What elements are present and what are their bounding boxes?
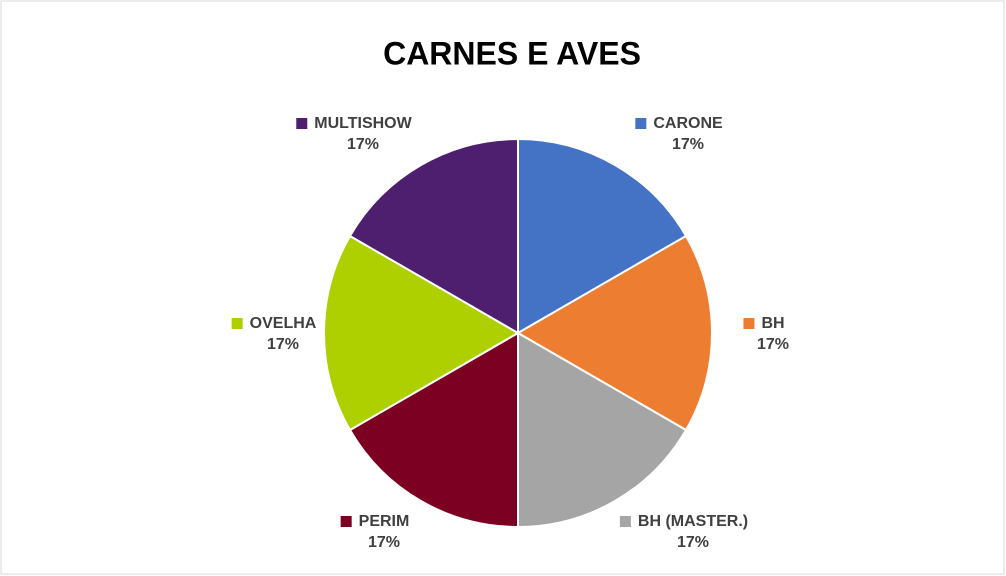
slice-label: BH <box>761 315 784 332</box>
legend-swatch <box>231 318 243 329</box>
legend-swatch <box>635 118 647 129</box>
slice-label: MULTISHOW <box>314 115 412 132</box>
slice-value-label: 17% <box>267 336 299 353</box>
slice-value-label: 17% <box>347 136 379 153</box>
legend-swatch <box>296 118 308 129</box>
slice-value-label: 17% <box>672 136 704 153</box>
pie-slice <box>515 234 713 432</box>
slice-label: PERIM <box>359 513 410 530</box>
chart-title: CARNES E AVES <box>383 35 641 71</box>
slice-value-label: 17% <box>757 336 789 353</box>
legend-swatch <box>743 318 755 329</box>
pie-slice <box>348 331 519 529</box>
legend-swatch <box>619 516 631 527</box>
slice-value-label: 17% <box>677 534 709 551</box>
pie-slice <box>517 137 688 335</box>
pie-slice <box>348 137 519 335</box>
slice-label: CARONE <box>653 115 723 132</box>
slice-label: BH (MASTER.) <box>638 513 748 530</box>
legend-swatch <box>340 516 352 527</box>
slice-value-label: 17% <box>368 534 400 551</box>
slice-label: OVELHA <box>250 315 317 332</box>
pie-slice <box>517 331 688 529</box>
pie-slice <box>323 234 521 432</box>
